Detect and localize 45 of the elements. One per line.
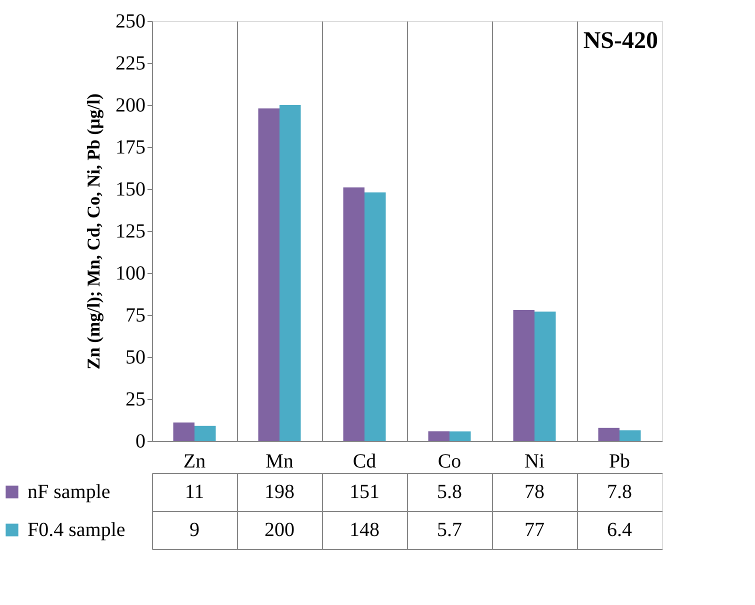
legend-label: nF sample [28, 481, 110, 503]
data-label: 11 [184, 481, 204, 503]
y-tick-label: 75 [126, 304, 146, 326]
y-tick-label: 100 [116, 262, 146, 284]
x-tick-label: Zn [183, 450, 206, 472]
bar [364, 192, 386, 441]
bar [258, 108, 280, 441]
data-label: 77 [524, 519, 544, 541]
x-tick-label: Mn [266, 450, 294, 472]
chart-title: NS-420 [583, 28, 658, 54]
data-label: 78 [524, 481, 544, 503]
data-label: 151 [350, 481, 380, 503]
x-tick-label: Cd [352, 450, 376, 472]
y-tick-label: 0 [136, 430, 146, 452]
y-tick-label: 125 [116, 220, 146, 242]
data-label: 148 [350, 519, 380, 541]
data-label: 6.4 [607, 519, 632, 541]
legend-label: F0.4 sample [28, 519, 126, 541]
data-label: 7.8 [607, 481, 632, 503]
x-tick-label: Pb [608, 450, 630, 472]
bar [620, 430, 641, 441]
x-tick-label: Co [438, 450, 462, 472]
bar [343, 187, 364, 441]
data-label: 200 [264, 519, 294, 541]
bar [534, 312, 556, 441]
data-label: 198 [264, 481, 294, 503]
y-tick-label: 200 [116, 94, 146, 116]
bar [280, 105, 301, 441]
bar [428, 431, 450, 441]
y-tick-label: 25 [126, 388, 146, 410]
y-tick-label: 150 [116, 178, 146, 200]
bar [450, 431, 471, 441]
data-label: 9 [190, 519, 200, 541]
y-tick-label: 50 [126, 346, 146, 368]
data-label: 5.8 [437, 481, 462, 503]
bar [173, 422, 194, 441]
y-tick-label: 175 [116, 136, 146, 158]
data-label: 5.7 [437, 519, 462, 541]
bar [513, 310, 534, 441]
y-tick-label: 225 [116, 52, 146, 74]
x-tick-label: Ni [524, 450, 545, 472]
y-tick-label: 250 [116, 10, 146, 32]
bar [194, 426, 216, 441]
bar [598, 428, 620, 441]
y-axis-title: Zn (mg/l); Mn, Cd, Co, Ni, Pb (µg/l) [84, 94, 104, 370]
